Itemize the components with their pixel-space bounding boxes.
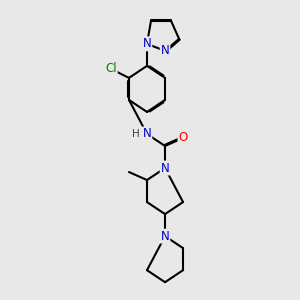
- Text: H: H: [132, 129, 140, 139]
- Text: O: O: [178, 131, 188, 145]
- Text: N: N: [160, 161, 169, 175]
- Text: N: N: [142, 128, 152, 140]
- Text: N: N: [160, 230, 169, 243]
- Text: Cl: Cl: [105, 62, 117, 75]
- Text: N: N: [160, 44, 169, 57]
- Text: N: N: [142, 37, 152, 50]
